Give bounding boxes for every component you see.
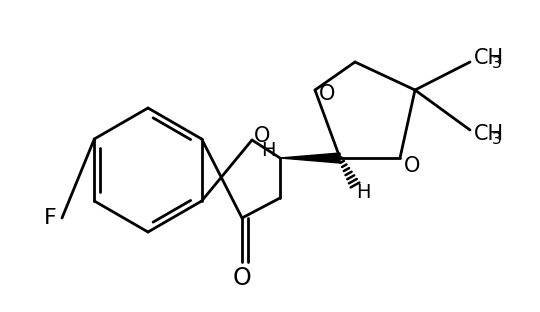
Text: O: O [404, 156, 420, 176]
Text: O: O [254, 126, 270, 146]
Text: O: O [233, 266, 252, 290]
Text: CH: CH [474, 48, 504, 68]
Polygon shape [280, 153, 340, 163]
Text: 3: 3 [492, 56, 502, 71]
Text: F: F [44, 208, 56, 228]
Text: CH: CH [474, 124, 504, 144]
Text: H: H [261, 140, 275, 159]
Text: 3: 3 [492, 133, 502, 148]
Text: O: O [319, 84, 335, 104]
Text: H: H [356, 183, 370, 202]
